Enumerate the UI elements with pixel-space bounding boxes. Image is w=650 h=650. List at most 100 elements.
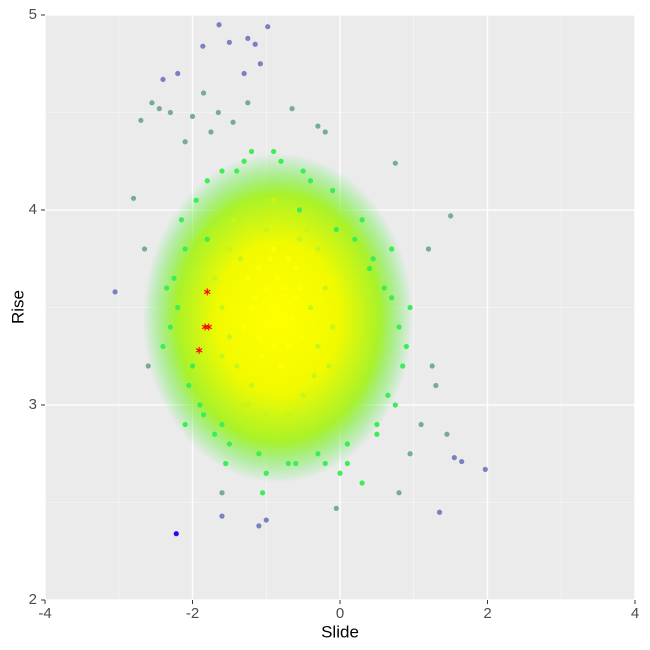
point (263, 470, 269, 476)
point (285, 256, 291, 262)
point (226, 246, 232, 252)
point (289, 106, 295, 112)
point (186, 382, 192, 389)
density-glow (143, 153, 413, 483)
point (263, 517, 269, 523)
point (248, 382, 255, 389)
point (322, 460, 328, 467)
point (282, 285, 288, 291)
point (182, 139, 188, 145)
point (204, 236, 210, 242)
y-axis-title: Rise (8, 290, 27, 324)
point (173, 531, 179, 537)
point (418, 421, 424, 428)
point (448, 213, 454, 219)
point (256, 451, 262, 457)
point (257, 61, 263, 67)
point (182, 421, 188, 428)
point (245, 100, 251, 106)
x-tick-label: -4 (38, 605, 51, 622)
point (256, 217, 262, 223)
point (359, 480, 365, 486)
point (252, 41, 258, 47)
point (326, 363, 332, 369)
point (256, 265, 262, 272)
point (263, 412, 269, 418)
point (219, 513, 225, 519)
point (164, 285, 170, 291)
point (267, 256, 273, 262)
point (433, 382, 439, 389)
point (459, 458, 465, 465)
point (189, 113, 196, 119)
point (259, 490, 266, 496)
point (296, 285, 303, 291)
point (197, 402, 203, 408)
point (315, 246, 321, 252)
point (304, 226, 310, 233)
point (212, 275, 218, 281)
point (352, 236, 358, 242)
point (392, 402, 398, 408)
point (271, 246, 277, 252)
point (195, 346, 203, 354)
point (215, 109, 221, 116)
point (193, 197, 199, 203)
point (263, 226, 269, 233)
x-axis-title: Slide (321, 622, 359, 641)
point (263, 324, 269, 330)
point (167, 324, 173, 330)
point (366, 265, 373, 272)
point (234, 363, 240, 369)
point (145, 363, 151, 369)
point (333, 505, 339, 511)
point (167, 109, 173, 116)
point (203, 288, 211, 296)
point (344, 441, 350, 447)
point (403, 343, 409, 350)
point (200, 90, 207, 96)
point (293, 207, 299, 213)
point (296, 207, 303, 213)
point (278, 158, 284, 164)
point (396, 490, 402, 496)
point (175, 70, 181, 77)
point (156, 106, 162, 112)
point (171, 275, 177, 281)
point (389, 246, 395, 252)
point (219, 304, 225, 311)
point (149, 100, 155, 106)
point (436, 509, 443, 515)
point (278, 211, 284, 217)
point (381, 285, 387, 291)
point (322, 285, 328, 291)
point (271, 197, 277, 203)
point (252, 295, 258, 301)
point (219, 168, 225, 174)
point (234, 168, 240, 174)
point (271, 343, 277, 350)
point (267, 304, 273, 311)
point (138, 117, 144, 123)
point (278, 363, 284, 369)
point (285, 460, 291, 467)
point (407, 304, 413, 311)
point (248, 148, 255, 155)
point (241, 70, 247, 77)
point (160, 76, 166, 82)
point (330, 187, 336, 194)
point (271, 148, 277, 155)
y-tick-label: 3 (29, 396, 37, 413)
point (259, 353, 266, 359)
point (307, 304, 314, 311)
point (178, 217, 185, 223)
point (189, 363, 196, 369)
point (248, 304, 255, 311)
point (444, 431, 450, 437)
point (315, 123, 321, 129)
point (256, 334, 262, 340)
point (293, 460, 299, 467)
point (300, 334, 306, 340)
point (230, 119, 236, 125)
